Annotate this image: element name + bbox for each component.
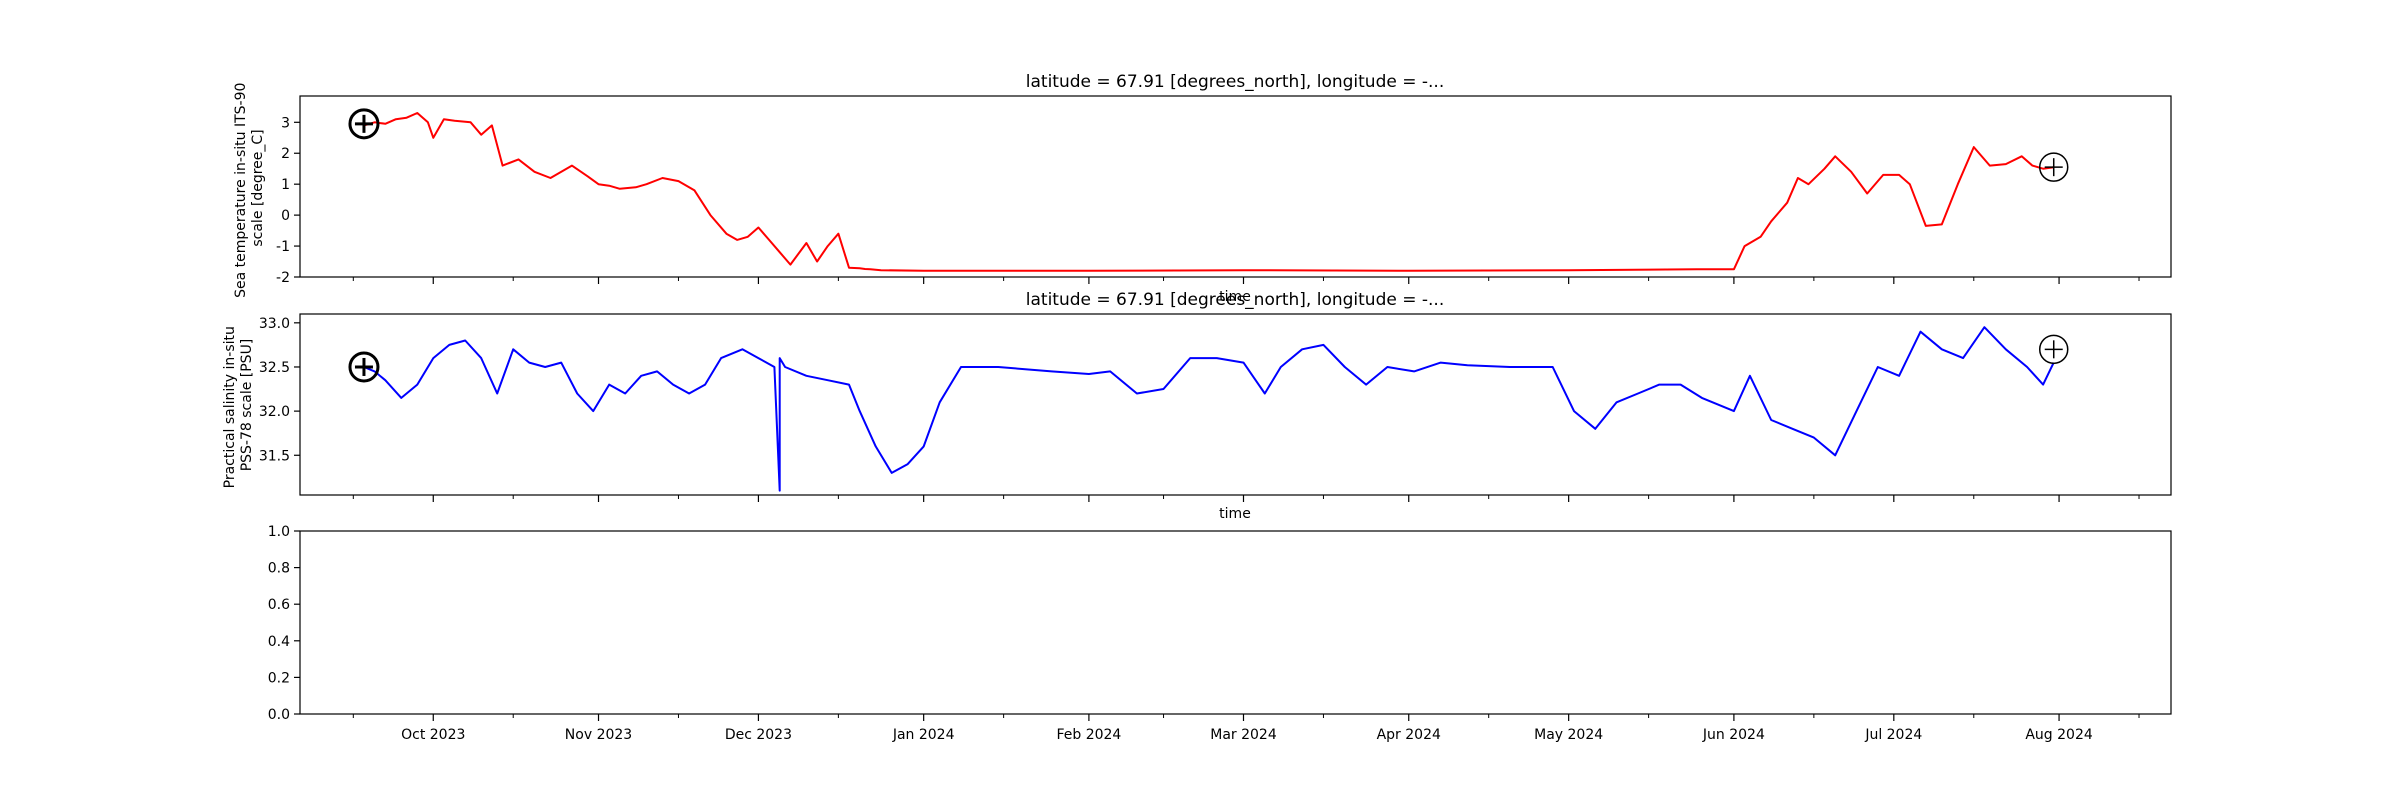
empty-panel: 0.0 0.2 0.4 0.6 0.8 1.0 Oct 2023 Nov 2023 Dec 2… [268, 524, 2172, 743]
y-tick-label: 1.0 [268, 524, 290, 540]
salinity-ylabel-line-2: PSS-78 scale [PSU] [239, 339, 255, 472]
temperature-panel: latitude = 67.91 [degrees_north], longit… [233, 72, 2172, 305]
y-tick-label: 2 [281, 146, 290, 162]
temperature-title: latitude = 67.91 [degrees_north], longit… [1026, 72, 1444, 92]
marker-circle [348, 108, 380, 140]
salinity-panel: latitude = 67.91 [degrees_north], longit… [222, 290, 2172, 522]
empty-panel-plot-frame [299, 530, 2172, 715]
x-tick-label: Jun 2024 [1702, 727, 1765, 743]
temperature-ylabel: Sea temperature in-situ ITS-90 scale [de… [233, 78, 266, 298]
y-tick-label: 32.0 [259, 404, 290, 420]
temperature-xticks [352, 277, 2140, 284]
x-tick-label: Oct 2023 [401, 727, 465, 743]
y-tick-label: 0.4 [268, 634, 290, 650]
temperature-ylabel-line-1: Sea temperature in-situ ITS-90 [233, 83, 249, 298]
marker-circle [348, 351, 380, 383]
salinity-xticks [352, 495, 2140, 502]
x-tick-label: Apr 2024 [1377, 727, 1441, 743]
temperature-plot-frame [299, 95, 2172, 278]
temperature-markers [348, 108, 2069, 182]
salinity-plot-frame [299, 313, 2172, 496]
empty-panel-yticks: 0.0 0.2 0.4 0.6 0.8 1.0 [268, 524, 300, 723]
salinity-ylabel-line-1: Practical salinity in-situ [222, 326, 238, 488]
y-tick-label: 0.6 [268, 597, 290, 613]
x-tick-label: Aug 2024 [2025, 727, 2093, 743]
y-tick-label: 32.5 [259, 360, 290, 376]
temperature-series-line [363, 112, 2054, 272]
temperature-yticks: -2 -1 0 1 2 3 [276, 115, 300, 286]
y-tick-label: -1 [276, 239, 290, 255]
y-tick-label: 0.0 [268, 707, 290, 723]
x-tick-label: Dec 2023 [725, 727, 792, 743]
empty-panel-xticks: Oct 2023 Nov 2023 Dec 2023 Jan 2024 Feb 2024… [352, 714, 2140, 743]
marker-circle [2038, 152, 2069, 182]
y-tick-label: -2 [276, 270, 290, 286]
salinity-markers [348, 334, 2069, 383]
salinity-ylabel: Practical salinity in-situ PSS-78 scale … [222, 322, 255, 489]
x-tick-label: May 2024 [1534, 727, 1603, 743]
y-tick-label: 0.2 [268, 670, 290, 686]
y-tick-label: 0 [281, 208, 290, 224]
salinity-yticks: 31.5 32.0 32.5 33.0 [259, 316, 300, 464]
salinity-xlabel: time [1219, 506, 1251, 522]
temperature-xlabel: time [1219, 289, 1251, 305]
y-tick-label: 33.0 [259, 316, 290, 332]
x-tick-label: Jul 2024 [1864, 727, 1922, 743]
x-tick-label: Mar 2024 [1210, 727, 1277, 743]
salinity-series-line [363, 326, 2055, 492]
x-tick-label: Jan 2024 [892, 727, 955, 743]
salinity-title: latitude = 67.91 [degrees_north], longit… [1026, 290, 1444, 310]
y-tick-label: 3 [281, 115, 290, 131]
y-tick-label: 0.8 [268, 561, 290, 577]
y-tick-label: 1 [281, 177, 290, 193]
x-tick-label: Nov 2023 [565, 727, 632, 743]
marker-circle [2038, 334, 2069, 365]
y-tick-label: 31.5 [259, 448, 290, 464]
x-tick-label: Feb 2024 [1056, 727, 1121, 743]
temperature-ylabel-line-2: scale [degree_C] [250, 129, 266, 246]
